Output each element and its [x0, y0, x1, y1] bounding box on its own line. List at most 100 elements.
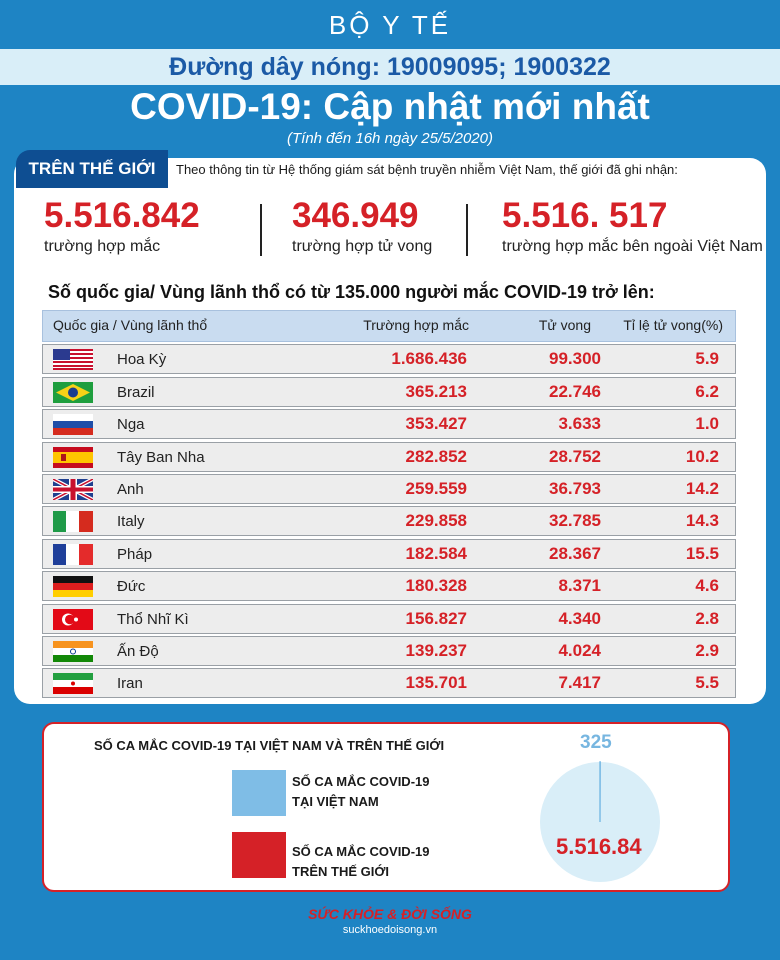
cases-value: 182.584 [405, 543, 467, 563]
table-row: Anh 259.559 36.793 14.2 [42, 473, 736, 504]
legend-label-vietnam: SỐ CA MẮC COVID-19 TẠI VIỆT NAM [292, 772, 429, 812]
header-deaths: Tử vong [538, 317, 591, 333]
cases-value: 282.852 [405, 446, 467, 466]
death-rate-value: 14.3 [685, 511, 719, 531]
france-flag [53, 543, 93, 565]
world-section-tab: TRÊN THẾ GIỚI [16, 150, 168, 188]
deaths-value: 7.417 [558, 673, 601, 693]
comparison-title: SỐ CA MẮC COVID-19 TẠI VIỆT NAM VÀ TRÊN … [94, 738, 445, 753]
death-rate-value: 14.2 [685, 478, 719, 498]
russia-flag [53, 414, 93, 436]
death-rate-value: 2.9 [695, 640, 719, 660]
deaths-value: 99.300 [549, 349, 601, 369]
country-name: Nga [117, 416, 145, 434]
deaths-value: 28.752 [549, 446, 601, 466]
death-rate-value: 10.2 [685, 446, 719, 466]
deaths-value: 4.024 [558, 640, 601, 660]
table-row: Brazil 365.213 22.746 6.2 [42, 376, 736, 407]
legend-line: SỐ CA MẮC COVID-19 [292, 774, 430, 789]
stat-value: 346.949 [292, 196, 419, 235]
deaths-value: 3.633 [558, 414, 601, 434]
stat-total-cases: 5.516.842 trường hợp mắc [44, 196, 200, 258]
country-name: Hoa Kỳ [117, 351, 167, 369]
table-header: Quốc gia / Vùng lãnh thổ Trường hợp mắc … [42, 310, 736, 342]
ministry-label: BỘ Y TẾ [328, 10, 452, 40]
stat-value: 5.516. 517 [502, 196, 668, 235]
table-row: Tây Ban Nha 282.852 28.752 10.2 [42, 441, 736, 472]
country-name: Anh [117, 480, 144, 498]
country-name: Pháp [117, 545, 153, 563]
header-country: Quốc gia / Vùng lãnh thổ [53, 317, 208, 333]
country-name: Đức [117, 578, 146, 596]
pie-label-world: 5.516.84 [556, 834, 642, 859]
legend-swatch-vietnam [232, 770, 286, 816]
table-row: Đức 180.328 8.371 4.6 [42, 571, 736, 602]
cases-value: 156.827 [405, 608, 467, 628]
table-row: Italy 229.858 32.785 14.3 [42, 506, 736, 537]
deaths-value: 8.371 [558, 576, 601, 596]
legend-swatch-world [232, 832, 286, 878]
cases-value: 229.858 [405, 511, 467, 531]
country-name: Iran [117, 675, 143, 693]
table-row: Pháp 182.584 28.367 15.5 [42, 538, 736, 569]
death-rate-value: 6.2 [695, 381, 719, 401]
page-title: COVID-19: Cập nhật mới nhất [130, 86, 650, 127]
legend-line: TRÊN THẾ GIỚI [292, 864, 390, 879]
cases-value: 365.213 [405, 381, 467, 401]
stat-label: trường hợp tử vong [292, 238, 433, 255]
table-row: Hoa Kỳ 1.686.436 99.300 5.9 [42, 344, 736, 375]
spain-flag [53, 446, 93, 468]
table-row: Thổ Nhĩ Kì 156.827 4.340 2.8 [42, 603, 736, 634]
iran-flag [53, 673, 93, 695]
stat-label: trường hợp mắc [44, 238, 161, 255]
brand-logo: SỨC KHỎE & ĐỜI SỐNG [308, 906, 472, 922]
header-cases: Trường hợp mắc [363, 317, 469, 333]
deaths-value: 28.367 [549, 543, 601, 563]
table-row: Iran 135.701 7.417 5.5 [42, 668, 736, 699]
country-name: Ấn Độ [117, 642, 159, 660]
uk-flag [53, 478, 93, 500]
deaths-value: 22.746 [549, 381, 601, 401]
stat-label: trường hợp mắc bên ngoài Việt Nam [502, 238, 763, 255]
world-intro-text: Theo thông tin từ Hệ thống giám sát bệnh… [176, 162, 678, 177]
death-rate-value: 1.0 [695, 414, 719, 434]
table-title: Số quốc gia/ Vùng lãnh thổ có từ 135.000… [48, 282, 655, 302]
brazil-flag [53, 381, 93, 403]
death-rate-value: 15.5 [685, 543, 719, 563]
country-name: Italy [117, 513, 145, 531]
death-rate-value: 4.6 [695, 576, 719, 596]
deaths-value: 4.340 [558, 608, 601, 628]
table-row: Nga 353.427 3.633 1.0 [42, 409, 736, 440]
stat-cases-outside-vietnam: 5.516. 517 trường hợp mắc bên ngoài Việt… [502, 196, 763, 258]
brand-url: suckhoedoisong.vn [342, 924, 438, 936]
country-table: Quốc gia / Vùng lãnh thổ Trường hợp mắc … [42, 310, 736, 699]
deaths-value: 36.793 [549, 478, 601, 498]
page-subtitle: (Tính đến 16h ngày 25/5/2020) [287, 130, 493, 147]
legend-line: SỐ CA MẮC COVID-19 [292, 844, 430, 859]
cases-value: 180.328 [405, 576, 467, 596]
italy-flag [53, 511, 93, 533]
comparison-pie-chart [540, 761, 660, 882]
stat-divider [466, 204, 468, 256]
death-rate-value: 2.8 [695, 608, 719, 628]
stat-deaths: 346.949 trường hợp tử vong [292, 196, 432, 258]
cases-value: 135.701 [405, 673, 467, 693]
deaths-value: 32.785 [549, 511, 601, 531]
india-flag [53, 640, 93, 662]
death-rate-value: 5.9 [695, 349, 719, 369]
header-death-rate: Tỉ lệ tử vong(%) [623, 317, 723, 333]
pie-label-vietnam: 325 [580, 732, 612, 753]
cases-value: 353.427 [405, 414, 467, 434]
country-name: Tây Ban Nha [117, 448, 205, 466]
cases-value: 259.559 [405, 478, 467, 498]
hotline-banner: Đường dây nóng: 19009095; 1900322 [0, 49, 780, 85]
table-body: Hoa Kỳ 1.686.436 99.300 5.9 Brazil 365.213 22.… [42, 344, 736, 699]
legend-line: TẠI VIỆT NAM [292, 794, 379, 809]
turkey-flag [53, 608, 93, 630]
table-row: Ấn Độ 139.237 4.024 2.9 [42, 635, 736, 666]
cases-value: 139.237 [405, 640, 467, 660]
country-name: Brazil [117, 383, 155, 401]
stat-divider [260, 204, 262, 256]
death-rate-value: 5.5 [695, 673, 719, 693]
cases-value: 1.686.436 [391, 349, 467, 369]
